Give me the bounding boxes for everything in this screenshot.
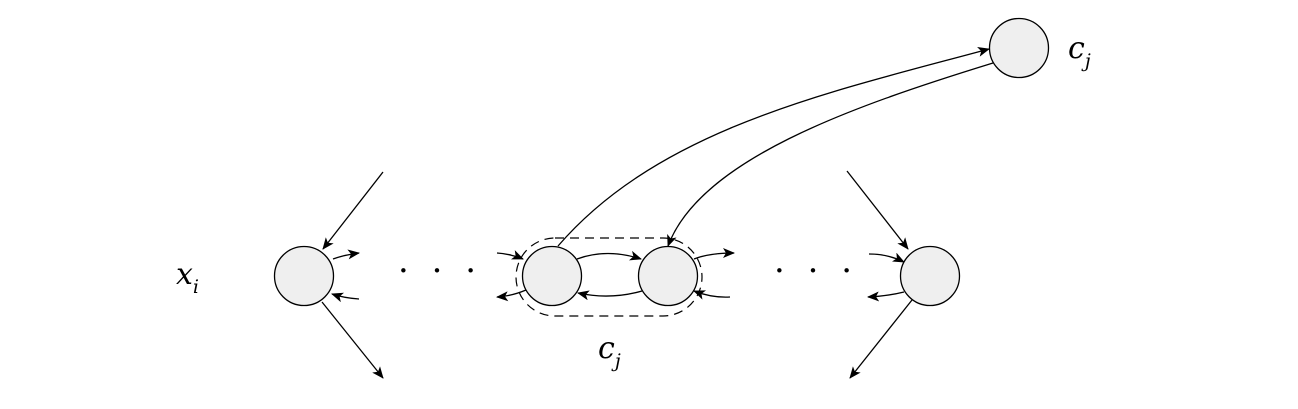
edge-clause-node-to-gadget-right	[667, 62, 994, 247]
variable-label: xi	[176, 257, 199, 298]
edge-into-gadget-left	[496, 250, 524, 260]
ellipsis-right: · · ·	[774, 251, 858, 291]
clause-gadget-label-base: c	[598, 331, 615, 366]
clause-gadget-right-node	[637, 245, 699, 307]
edge-right-node-left-out	[867, 291, 905, 302]
variable-label-sub: i	[193, 276, 199, 298]
right-variable-node	[899, 245, 961, 307]
clause-gadget-left-node	[521, 245, 583, 307]
ellipsis-left: · · ·	[398, 251, 482, 291]
edge-right-node-left-in	[868, 252, 905, 263]
variable-node	[273, 245, 335, 307]
clause-gadget-label: cj	[598, 331, 621, 372]
edge-variable-node-right-in	[331, 292, 360, 303]
clause-gadget-dashed-outline	[515, 237, 703, 317]
edge-in-to-variable-node	[322, 171, 384, 250]
clause-top-label: cj	[1068, 31, 1091, 72]
clause-gadget-label-sub: j	[611, 350, 621, 372]
clause-top-label-base: c	[1068, 31, 1085, 66]
variable-label-base: x	[176, 257, 193, 292]
edge-out-from-variable-node	[321, 301, 384, 379]
edge-out-of-gadget-left	[496, 289, 527, 302]
edge-out-of-gadget-right	[693, 248, 735, 260]
edge-into-gadget-right	[693, 290, 731, 300]
edge-gadget-left-to-right	[576, 250, 642, 261]
edge-out-from-right-node	[849, 299, 913, 379]
edge-gadget-left-to-clause-node	[557, 47, 990, 247]
clause-top-label-sub: j	[1081, 50, 1091, 72]
clause-node-top	[988, 17, 1050, 79]
edge-in-to-right-node	[846, 170, 909, 250]
edge-gadget-right-to-left	[577, 290, 643, 301]
edge-variable-node-right-out	[332, 249, 360, 260]
